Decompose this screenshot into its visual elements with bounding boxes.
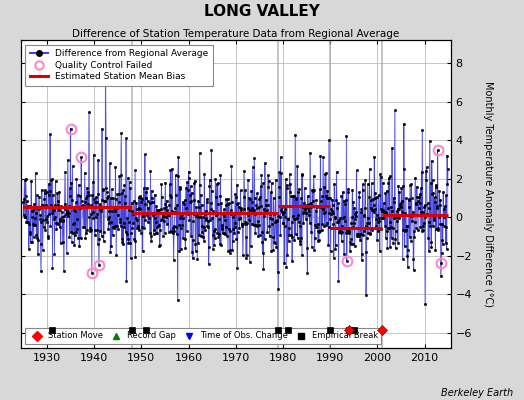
Legend: Station Move, Record Gap, Time of Obs. Change, Empirical Break: Station Move, Record Gap, Time of Obs. C… <box>25 328 381 344</box>
Y-axis label: Monthly Temperature Anomaly Difference (°C): Monthly Temperature Anomaly Difference (… <box>483 81 493 307</box>
Text: Berkeley Earth: Berkeley Earth <box>441 388 514 398</box>
Title: Difference of Station Temperature Data from Regional Average: Difference of Station Temperature Data f… <box>72 29 399 39</box>
Text: LONG VALLEY: LONG VALLEY <box>204 4 320 19</box>
